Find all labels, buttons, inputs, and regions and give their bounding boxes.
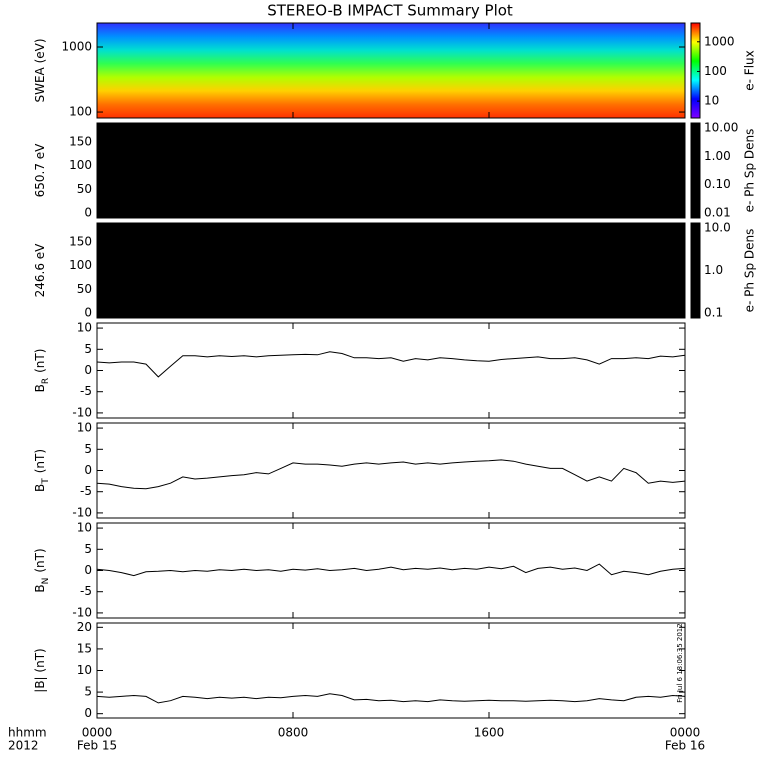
y-axis-label: BR (nT) [33,349,51,393]
y-tick-label: 50 [77,282,92,296]
colorbar-tick-label: 10.00 [704,120,738,134]
y-tick-label: 1000 [61,40,92,54]
panel-frame [96,522,686,619]
panel-frame [96,22,686,119]
colorbar-tick-label: 1000 [704,34,735,48]
y-tick-label: 5 [84,442,92,456]
spectrogram [97,123,685,218]
colorbar-tick-label: 1.0 [704,263,723,277]
y-tick-label: -10 [72,405,92,419]
y-tick-label: 20 [77,620,92,634]
y-tick-label: -10 [72,605,92,619]
y-axis-label-part: (nT) [33,349,47,373]
x-tick-sublabel: Feb 15 [77,739,117,753]
y-tick-label: 10 [77,421,92,435]
y-tick-label: 5 [84,685,92,699]
colorbar-tick-label: 1.00 [704,149,731,163]
spectrogram [97,23,685,118]
colorbar-label: e- Flux [743,50,757,90]
y-axis-label-part: SWEA (eV) [33,38,47,102]
panel-frame [96,222,686,319]
y-tick-label: 10 [77,521,92,535]
y-tick-label: -5 [80,384,92,398]
y-axis-label-part: B [33,484,47,492]
x-tick-label: 1600 [474,726,505,740]
data-line [96,351,686,378]
y-tick-label: 0 [84,363,92,377]
data-line [96,459,686,490]
y-axis-label: |B| (nT) [33,648,47,692]
x-tick-label: 0000 [670,726,701,740]
y-axis-label-part: |B| (nT) [33,648,47,692]
x-tick-label: 0800 [278,726,309,740]
y-tick-label: 150 [69,134,92,148]
y-tick-label: 15 [77,641,92,655]
y-tick-label: 50 [77,182,92,196]
y-axis-label: 650.7 eV [33,143,47,198]
colorbar-tick-label: 0.01 [704,206,731,220]
y-axis-label-part: 246.6 eV [33,243,47,298]
y-tick-label: 150 [69,234,92,248]
y-tick-label: 5 [84,342,92,356]
y-axis-label-part: N [41,578,51,585]
y-tick-label: 0 [84,706,92,720]
x-tick-sublabel: Feb 16 [665,739,705,753]
y-axis-label-part: (nT) [33,548,47,572]
panel-frame [96,422,686,519]
data-line [96,563,686,577]
y-tick-label: 5 [84,542,92,556]
colorbar-tick-label: 0.10 [704,177,731,191]
y-tick-label: 0 [84,205,92,219]
y-tick-label: 100 [69,158,92,172]
y-axis-label-part: 650.7 eV [33,143,47,198]
y-axis-label-part: B [33,584,47,592]
y-axis-label: 246.6 eV [33,243,47,298]
colorbar [690,22,701,119]
y-axis-label-part: T [41,478,51,485]
colorbar-tick-label: 10.0 [704,220,731,234]
colorbar-tick-label: 10 [704,94,719,108]
y-axis-label-part: B [33,384,47,392]
colorbar-label: e- Ph Sp Dens [743,129,757,213]
colorbar-tick-label: 100 [704,64,727,78]
panel-frame [96,122,686,219]
y-tick-label: 100 [69,105,92,119]
data-line [96,693,686,704]
chart-title: STEREO-B IMPACT Summary Plot [267,2,513,20]
y-tick-label: 10 [77,663,92,677]
y-axis-label-part: (nT) [33,449,47,473]
panel-frame [96,322,686,419]
x-axis-label: 2012 [8,739,39,753]
y-tick-label: 100 [69,258,92,272]
y-tick-label: 0 [84,463,92,477]
colorbar [690,122,701,219]
y-axis-label: BT (nT) [33,449,51,492]
x-tick-label: 0000 [82,726,113,740]
colorbar-label: e- Ph Sp Dens [743,229,757,313]
panel-frame [96,622,686,719]
y-tick-label: 10 [77,321,92,335]
spectrogram [97,223,685,318]
y-axis-label: SWEA (eV) [33,38,47,102]
y-axis-label-part: R [41,378,51,384]
y-axis-label: BN (nT) [33,548,51,592]
y-tick-label: 0 [84,305,92,319]
colorbar-tick-label: 0.1 [704,305,723,319]
y-tick-label: -5 [80,584,92,598]
timestamp: Fri Jul 6 18:06:35 2012 [676,623,684,702]
y-tick-label: 0 [84,563,92,577]
y-tick-label: -5 [80,484,92,498]
y-tick-label: -10 [72,505,92,519]
x-axis-label: hhmm [8,726,47,740]
